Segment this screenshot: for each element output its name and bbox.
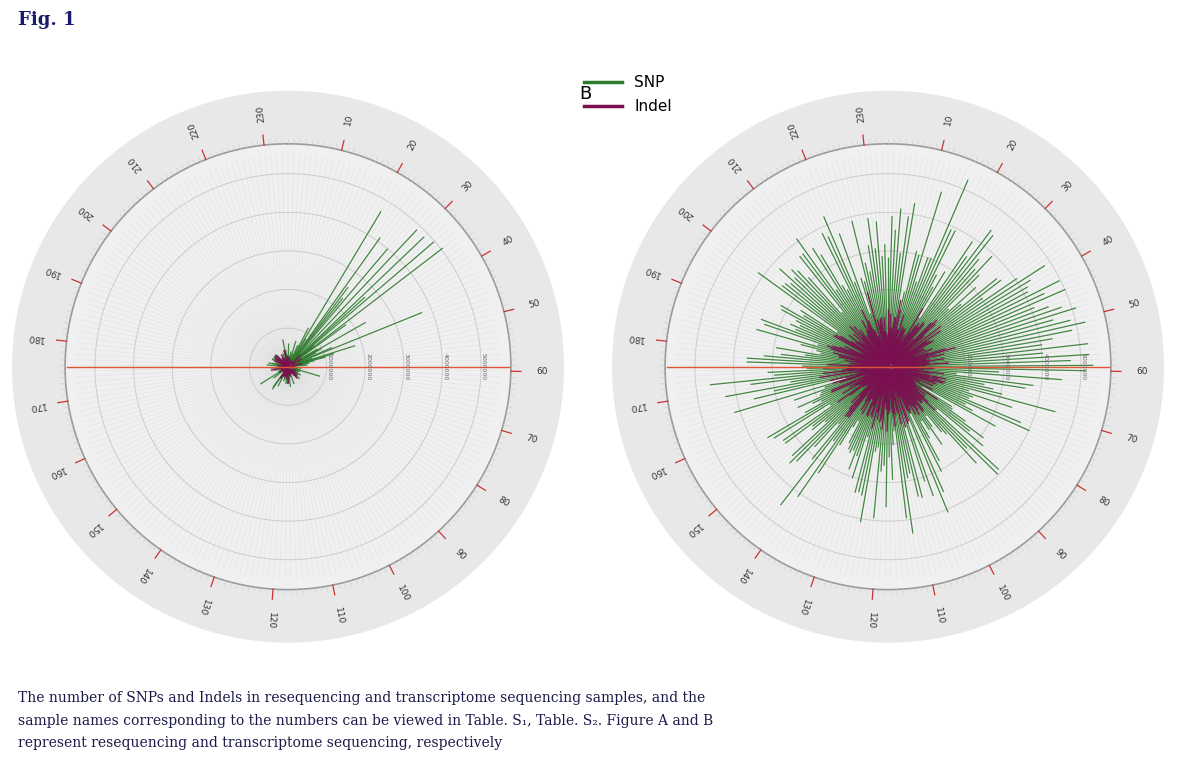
Text: 130: 130	[197, 597, 211, 617]
Text: 140: 140	[134, 566, 151, 585]
Text: 40: 40	[1102, 234, 1116, 248]
Text: 160: 160	[647, 464, 666, 479]
Text: 100: 100	[996, 584, 1012, 603]
Text: 70: 70	[524, 433, 539, 445]
Text: 160: 160	[47, 464, 66, 479]
Text: 210: 210	[126, 154, 144, 173]
Text: B: B	[578, 86, 592, 103]
Text: The number of SNPs and Indels in resequencing and transcriptome sequencing sampl: The number of SNPs and Indels in reseque…	[18, 691, 713, 750]
Text: 1000000: 1000000	[926, 353, 931, 380]
Text: 200: 200	[677, 203, 696, 221]
Text: 120: 120	[866, 611, 876, 629]
Text: 80: 80	[496, 495, 511, 509]
Text: 140: 140	[734, 566, 751, 585]
Text: 190: 190	[43, 264, 62, 279]
Text: 210: 210	[726, 154, 744, 173]
Text: 4000000: 4000000	[443, 353, 448, 380]
Text: 90: 90	[1052, 547, 1067, 562]
Text: 30: 30	[460, 180, 474, 193]
Text: 40: 40	[502, 234, 516, 248]
Text: 130: 130	[797, 597, 811, 617]
Text: 10: 10	[943, 113, 955, 127]
Text: 2000000: 2000000	[965, 353, 971, 380]
Text: 150: 150	[83, 520, 102, 539]
Text: 80: 80	[1096, 495, 1111, 509]
Legend: SNP, Indel: SNP, Indel	[577, 69, 678, 120]
Text: 120: 120	[266, 611, 276, 629]
Text: 230: 230	[256, 105, 266, 123]
Text: 50: 50	[528, 298, 541, 309]
Text: 50: 50	[1128, 298, 1141, 309]
Text: 20: 20	[406, 138, 419, 152]
Text: 2000000: 2000000	[365, 353, 371, 380]
Text: 60: 60	[536, 367, 548, 377]
Text: 1000000: 1000000	[326, 353, 331, 380]
Text: 60: 60	[1136, 367, 1148, 377]
Text: 5000000: 5000000	[1081, 353, 1086, 380]
Text: 20: 20	[1006, 138, 1019, 152]
Text: 150: 150	[683, 520, 702, 539]
Text: 70: 70	[1124, 433, 1139, 445]
Text: 180: 180	[26, 332, 44, 343]
Text: 3000000: 3000000	[1004, 353, 1009, 380]
Text: 90: 90	[452, 547, 467, 562]
Text: 5000000: 5000000	[481, 353, 486, 380]
Text: Fig. 1: Fig. 1	[18, 11, 76, 30]
Text: 220: 220	[787, 121, 802, 140]
Text: 180: 180	[626, 332, 644, 343]
Text: 230: 230	[856, 105, 866, 123]
Text: 170: 170	[28, 400, 46, 412]
Text: 100: 100	[396, 584, 412, 603]
Text: 220: 220	[187, 121, 202, 140]
Text: 3000000: 3000000	[404, 353, 409, 380]
Text: 170: 170	[628, 400, 646, 412]
Text: 30: 30	[1060, 180, 1074, 193]
Text: 110: 110	[932, 607, 946, 625]
Text: 190: 190	[643, 264, 662, 279]
Text: 10: 10	[343, 113, 355, 127]
Text: 200: 200	[77, 203, 96, 221]
Text: 1: 1	[888, 364, 893, 370]
Text: 1: 1	[288, 364, 293, 370]
Text: 4000000: 4000000	[1043, 353, 1048, 380]
Text: 110: 110	[332, 607, 346, 625]
